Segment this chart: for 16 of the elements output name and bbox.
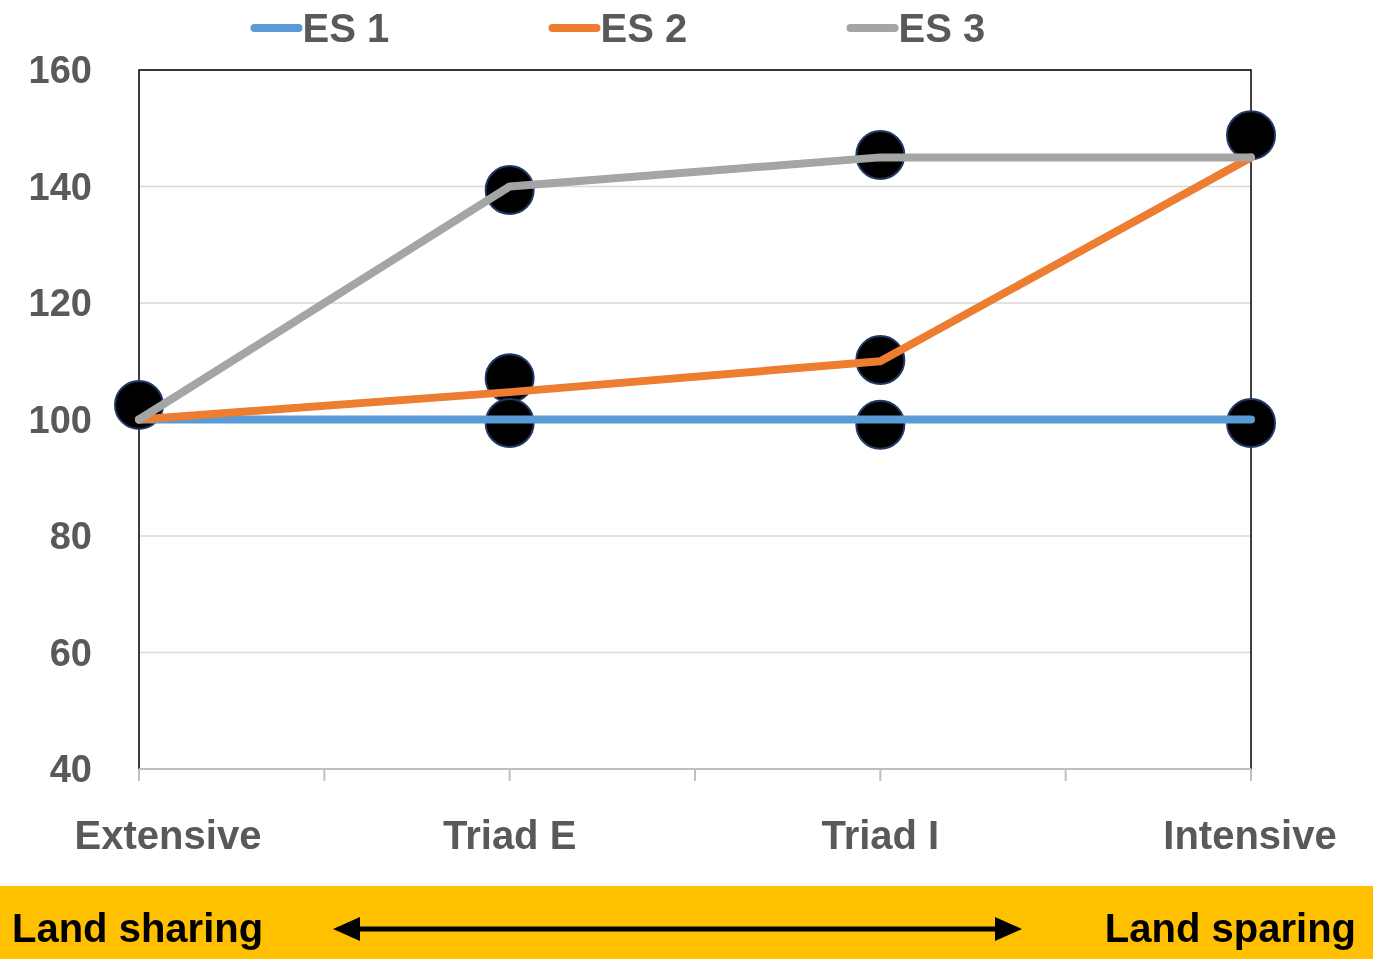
- legend-label: ES 1: [302, 6, 390, 50]
- y-tick-label: 100: [28, 398, 92, 441]
- x-tick-label: Triad E: [442, 813, 577, 857]
- text: Land sharing: [12, 906, 264, 950]
- x-tick-label: Extensive: [74, 813, 262, 857]
- legend-label: ES 2: [600, 6, 688, 50]
- x-tick-label: Intensive: [1163, 813, 1337, 857]
- text: Land sparing: [1104, 906, 1356, 950]
- y-tick-label: 120: [28, 282, 92, 325]
- y-tick-label: 40: [49, 748, 92, 791]
- y-tick-label: 140: [28, 165, 92, 208]
- y-tick-label: 60: [49, 631, 92, 674]
- y-tick-label: 80: [49, 515, 92, 558]
- legend-label: ES 3: [898, 6, 986, 50]
- x-tick-label: Triad I: [821, 813, 940, 857]
- y-tick-label: 160: [28, 49, 92, 92]
